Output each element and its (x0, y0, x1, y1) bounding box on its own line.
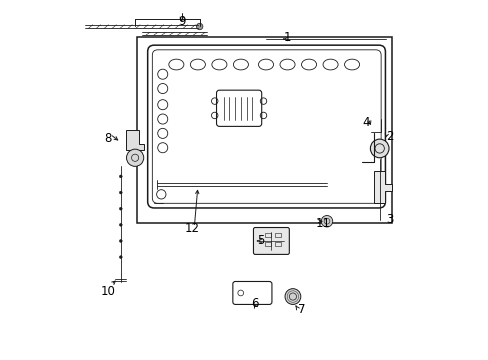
Circle shape (119, 191, 122, 194)
Circle shape (119, 224, 122, 226)
Circle shape (321, 216, 332, 227)
Text: 3: 3 (385, 213, 393, 226)
Text: 10: 10 (101, 285, 116, 298)
Text: 11: 11 (315, 217, 330, 230)
Circle shape (196, 23, 203, 30)
Text: 7: 7 (298, 303, 305, 316)
Circle shape (126, 149, 143, 166)
Polygon shape (126, 130, 144, 150)
Text: 9: 9 (178, 15, 185, 28)
Circle shape (119, 207, 122, 210)
Text: 6: 6 (251, 297, 259, 310)
Text: 2: 2 (385, 130, 393, 144)
Polygon shape (373, 171, 391, 203)
Circle shape (119, 256, 122, 258)
Text: 12: 12 (184, 222, 200, 235)
Circle shape (369, 139, 388, 158)
Text: 8: 8 (104, 132, 112, 145)
Circle shape (119, 175, 122, 178)
Text: 5: 5 (256, 234, 264, 247)
Text: 4: 4 (362, 116, 369, 129)
Text: 1: 1 (283, 31, 291, 44)
FancyBboxPatch shape (253, 228, 289, 255)
Circle shape (285, 289, 300, 305)
Circle shape (119, 239, 122, 242)
